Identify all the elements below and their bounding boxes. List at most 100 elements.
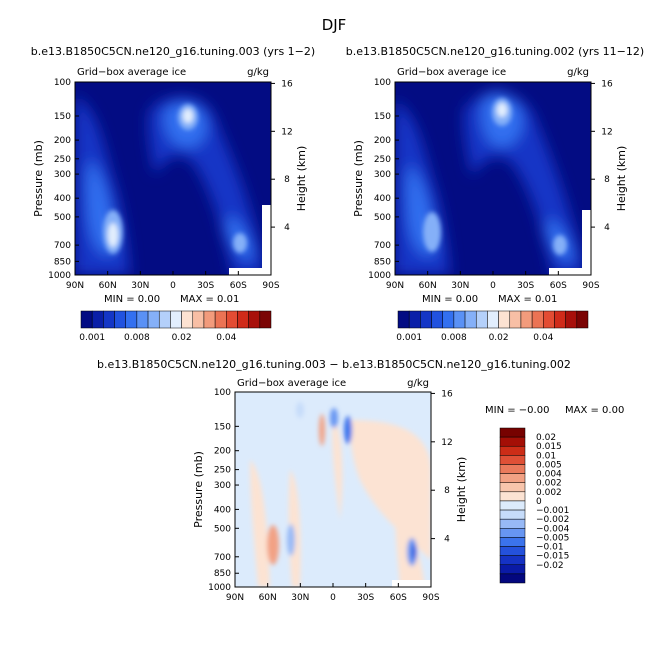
panel-0-y-tick-label: 500 xyxy=(54,213,71,223)
panel-b-title: b.e13.B1850C5CN.ne120_g16.tuning.002 (yr… xyxy=(346,45,644,58)
colorbar-swatch xyxy=(91,310,104,329)
colorbar-swatch xyxy=(543,310,555,329)
colorbar-swatch xyxy=(475,310,488,329)
colorbar-swatch xyxy=(114,310,126,329)
colorbar-label: 0.008 xyxy=(124,333,150,343)
panel-2-y-tick-label: 250 xyxy=(214,466,231,476)
colorbar-swatch xyxy=(103,310,115,329)
panel-1-height-tick-label: 12 xyxy=(601,127,612,137)
colorbar-label: −0.004 xyxy=(536,524,570,534)
colorbar-label: −0.02 xyxy=(536,561,564,571)
panel-b-colorbar: 0.001 0.008 0.02 0.04 xyxy=(396,310,589,343)
panel-b-field xyxy=(395,82,591,275)
colorbar-swatch xyxy=(431,310,443,329)
panel-0-x-tick-label: 90S xyxy=(262,281,279,291)
colorbar-label: 0.02 xyxy=(489,333,509,343)
panel-c-colorbar: 0.020.0150.010.0050.0040.0020.0020−0.001… xyxy=(499,427,570,584)
panel-0-x-tick-label: 0 xyxy=(170,281,176,291)
colorbar-swatch xyxy=(192,310,205,329)
panel-0-ylabel: Pressure (mb) xyxy=(32,140,45,217)
panel-2-x-tick-label: 60S xyxy=(390,593,407,603)
panel-a: b.e13.B1850C5CN.ne120_g16.tuning.003 (yr… xyxy=(31,45,315,291)
colorbar-label: 0.005 xyxy=(536,460,562,470)
colorbar-label: 0.015 xyxy=(536,442,562,452)
panel-2-x-tick-label: 30N xyxy=(291,593,309,603)
colorbar-label: −0.001 xyxy=(536,506,569,516)
panel-1-x-tick-label: 60S xyxy=(550,281,567,291)
colorbar-swatch xyxy=(499,455,526,465)
colorbar-label: 0.002 xyxy=(536,479,562,489)
panel-a-min: MIN = 0.00 xyxy=(104,294,160,305)
colorbar-label: 0.01 xyxy=(536,451,556,461)
colorbar-swatch xyxy=(554,310,566,329)
colorbar-swatch xyxy=(499,546,526,556)
panel-0-y-tick-label: 400 xyxy=(54,194,71,204)
panel-c-units: g/kg xyxy=(407,378,429,389)
panel-2-y-tick-label: 200 xyxy=(214,447,231,457)
panel-1-y-tick-label: 150 xyxy=(374,112,391,122)
panel-1-height-tick-label: 8 xyxy=(604,175,610,185)
colorbar-swatch xyxy=(520,310,533,329)
panel-2-x-tick-label: 90N xyxy=(226,593,244,603)
colorbar-label: 0.001 xyxy=(396,333,422,343)
panel-2-height-tick-label: 12 xyxy=(441,438,452,448)
panel-a-colorbar: 0.001 0.008 0.02 0.04 xyxy=(79,310,272,343)
colorbar-swatch xyxy=(214,310,227,329)
panel-0-x-tick-label: 30N xyxy=(131,281,149,291)
colorbar-swatch xyxy=(464,310,477,329)
colorbar-swatch xyxy=(181,310,194,329)
panel-c-left-label: Grid−box average ice xyxy=(237,378,346,389)
colorbar-label: 0.008 xyxy=(441,333,467,343)
panel-2-x-tick-label: 90S xyxy=(422,593,439,603)
panel-2-y-tick-label: 850 xyxy=(214,569,231,579)
colorbar-label: −0.002 xyxy=(536,515,569,525)
panel-0-y-tick-label: 300 xyxy=(54,170,71,180)
colorbar-swatch xyxy=(259,310,272,329)
panel-a-field xyxy=(75,82,271,275)
colorbar-swatch xyxy=(203,310,216,329)
colorbar-swatch xyxy=(499,445,526,456)
panel-1-height-tick-label: 16 xyxy=(601,79,613,89)
panel-1-x-tick-label: 90N xyxy=(386,281,404,291)
colorbar-swatch xyxy=(158,310,171,329)
panel-1-ylabel: Pressure (mb) xyxy=(352,140,365,217)
panel-2-height-tick-label: 16 xyxy=(441,389,453,399)
panel-0-y-tick-label: 850 xyxy=(54,257,71,267)
panel-0-x-tick-label: 60N xyxy=(99,281,117,291)
colorbar-swatch xyxy=(147,310,160,329)
colorbar-swatch xyxy=(576,310,589,329)
panel-1-x-tick-label: 30N xyxy=(451,281,469,291)
panel-b: b.e13.B1850C5CN.ne120_g16.tuning.002 (yr… xyxy=(346,45,644,291)
colorbar-swatch xyxy=(125,310,138,329)
panel-2-height-tick-label: 8 xyxy=(444,486,450,496)
panel-c-max: MAX = 0.00 xyxy=(565,405,624,416)
panel-0-x-tick-label: 90N xyxy=(66,281,84,291)
panel-1-y-tick-label: 100 xyxy=(374,78,391,88)
colorbar-swatch xyxy=(136,310,149,329)
panel-1-ylabel-right: Height (km) xyxy=(615,146,628,212)
colorbar-swatch xyxy=(499,427,526,438)
panel-1-x-tick-label: 30S xyxy=(517,281,534,291)
panel-1-y-tick-label: 500 xyxy=(374,213,391,223)
panel-0-x-tick-label: 60S xyxy=(230,281,247,291)
colorbar-label: −0.015 xyxy=(536,552,569,562)
panel-1-x-tick-label: 0 xyxy=(490,281,496,291)
colorbar-swatch xyxy=(499,473,526,483)
colorbar-swatch xyxy=(499,509,526,520)
colorbar-swatch xyxy=(565,310,578,329)
panel-1-y-tick-label: 850 xyxy=(374,257,391,267)
panel-2-ylabel: Pressure (mb) xyxy=(192,451,205,528)
super-title: DJF xyxy=(322,16,347,34)
panel-2-y-tick-label: 1000 xyxy=(208,583,231,593)
panel-a-title: b.e13.B1850C5CN.ne120_g16.tuning.003 (yr… xyxy=(31,45,315,58)
panel-2-y-tick-label: 300 xyxy=(214,481,231,491)
colorbar-swatch xyxy=(531,310,544,329)
panel-0-height-tick-label: 12 xyxy=(281,127,292,137)
colorbar-swatch xyxy=(498,310,511,329)
panel-0-y-tick-label: 700 xyxy=(54,241,71,251)
colorbar-swatch xyxy=(487,310,499,329)
panel-1-y-tick-label: 1000 xyxy=(368,271,391,281)
panel-2-y-tick-label: 150 xyxy=(214,422,231,432)
colorbar-label: 0.02 xyxy=(172,333,192,343)
